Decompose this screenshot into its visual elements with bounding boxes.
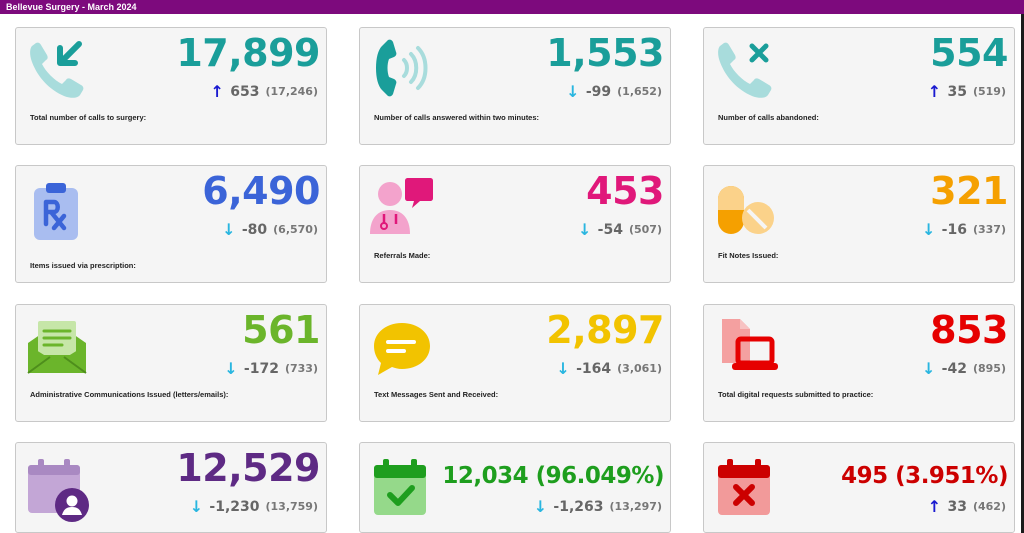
metric-diff: 653	[230, 83, 260, 100]
card-calls-to-surgery: 17,899 ↑ 653 (17,246) Total number of ca…	[15, 27, 327, 145]
metric-diff: -1,263	[553, 498, 604, 515]
prescription-clipboard-icon	[24, 180, 90, 246]
metric-previous: (507)	[628, 223, 662, 236]
card-text-messages: 2,897 ↓ -164 (3,061) Text Messages Sent …	[359, 304, 671, 422]
trend-down-icon: ↓	[189, 497, 204, 516]
metric-diff: -99	[585, 83, 612, 100]
metric-previous: (6,570)	[273, 223, 318, 236]
card-items-prescription: 6,490 ↓ -80 (6,570) Items issued via pre…	[15, 165, 327, 283]
metric-change: ↓ -54 (507)	[578, 220, 662, 239]
metric-diff: -42	[941, 360, 967, 377]
open-envelope-icon	[24, 313, 90, 379]
trend-down-icon: ↓	[566, 82, 580, 101]
card-appointments-missed: 495 (3.951%) ↑ 33 (462)	[703, 442, 1015, 533]
metric-change: ↑ 33 (462)	[927, 497, 1006, 516]
report-title-bar: Bellevue Surgery - March 2024	[0, 0, 1024, 14]
trend-down-icon: ↓	[577, 220, 592, 239]
metric-change: ↓ -99 (1,652)	[566, 82, 662, 101]
metric-value: 495 (3.951%)	[841, 463, 1008, 489]
metric-change: ↓ -172 (733)	[224, 359, 318, 378]
metric-previous: (1,652)	[617, 85, 662, 98]
scrollbar-edge	[1021, 14, 1024, 533]
metric-label: Number of calls abandoned:	[718, 113, 819, 122]
phone-missed-icon	[712, 36, 778, 102]
trend-up-icon: ↑	[210, 82, 224, 101]
metric-label: Items issued via prescription:	[30, 261, 136, 270]
metric-value: 554	[930, 31, 1008, 75]
trend-down-icon: ↓	[556, 359, 570, 378]
card-digital-requests: 853 ↓ -42 (895) Total digital requests s…	[703, 304, 1015, 422]
metric-change: ↓ -16 (337)	[922, 220, 1006, 239]
trend-down-icon: ↓	[921, 220, 936, 239]
metric-value: 12,529	[176, 446, 320, 490]
metric-previous: (337)	[972, 223, 1006, 236]
card-referrals-made: 453 ↓ -54 (507) Referrals Made:	[359, 165, 671, 283]
metric-diff: 35	[947, 83, 967, 100]
metric-diff: 33	[947, 498, 967, 515]
speech-bubble-icon	[368, 313, 434, 379]
metric-value: 12,034 (96.049%)	[442, 463, 664, 489]
metric-diff: -16	[941, 221, 967, 238]
card-calls-abandoned: 554 ↑ 35 (519) Number of calls abandoned…	[703, 27, 1015, 145]
metric-previous: (3,061)	[617, 362, 662, 375]
metric-value: 2,897	[546, 308, 664, 352]
metric-value: 17,899	[176, 31, 320, 75]
metric-label: Text Messages Sent and Received:	[374, 390, 499, 399]
metric-change: ↓ -1,263 (13,297)	[533, 497, 662, 516]
report-title: Bellevue Surgery - March 2024	[6, 2, 137, 12]
metric-change: ↑ 35 (519)	[927, 82, 1006, 101]
metric-value: 561	[242, 308, 320, 352]
metric-label: Referrals Made:	[374, 251, 431, 260]
calendar-user-icon	[24, 457, 90, 523]
metric-value: 6,490	[202, 169, 320, 213]
metric-label: Fit Notes Issued:	[718, 251, 779, 260]
doctor-chat-icon	[368, 174, 434, 240]
metric-diff: -1,230	[209, 498, 260, 515]
trend-down-icon: ↓	[222, 220, 236, 239]
metric-change: ↑ 653 (17,246)	[210, 82, 318, 101]
metric-label: Total number of calls to surgery:	[30, 113, 147, 122]
metric-diff: -54	[597, 221, 623, 238]
pills-icon	[712, 174, 778, 240]
metric-change: ↓ -164 (3,061)	[556, 359, 662, 378]
metric-label: Administrative Communications Issued (le…	[30, 390, 229, 399]
trend-up-icon: ↑	[927, 497, 942, 516]
trend-down-icon: ↓	[921, 359, 936, 378]
metric-label: Total digital requests submitted to prac…	[718, 390, 874, 399]
metric-previous: (895)	[972, 362, 1006, 375]
metric-diff: -164	[576, 360, 612, 377]
metric-value: 453	[586, 169, 664, 213]
calendar-cross-icon	[712, 457, 778, 523]
metric-previous: (13,297)	[609, 500, 662, 513]
card-appointments-attended: 12,034 (96.049%) ↓ -1,263 (13,297)	[359, 442, 671, 533]
metric-previous: (13,759)	[265, 500, 318, 513]
metric-diff: -80	[241, 221, 268, 238]
phone-ringing-icon	[368, 36, 434, 102]
metric-change: ↓ -42 (895)	[922, 359, 1006, 378]
trend-down-icon: ↓	[224, 359, 238, 378]
calendar-check-icon	[368, 457, 434, 523]
metric-label: Number of calls answered within two minu…	[374, 113, 540, 122]
metric-value: 321	[930, 169, 1008, 213]
metric-previous: (519)	[972, 85, 1006, 98]
card-fit-notes: 321 ↓ -16 (337) Fit Notes Issued:	[703, 165, 1015, 283]
metric-previous: (462)	[972, 500, 1006, 513]
metric-change: ↓ -1,230 (13,759)	[189, 497, 318, 516]
card-admin-comms: 561 ↓ -172 (733) Administrative Communic…	[15, 304, 327, 422]
laptop-document-icon	[712, 313, 778, 379]
metric-value: 853	[930, 308, 1008, 352]
metric-value: 1,553	[546, 31, 664, 75]
metric-diff: -172	[243, 360, 279, 377]
phone-incoming-icon	[24, 36, 90, 102]
metric-previous: (17,246)	[265, 85, 318, 98]
metric-previous: (733)	[284, 362, 318, 375]
trend-down-icon: ↓	[533, 497, 548, 516]
card-appointments: 12,529 ↓ -1,230 (13,759)	[15, 442, 327, 533]
trend-up-icon: ↑	[927, 82, 942, 101]
metric-change: ↓ -80 (6,570)	[222, 220, 318, 239]
card-calls-answered: 1,553 ↓ -99 (1,652) Number of calls answ…	[359, 27, 671, 145]
